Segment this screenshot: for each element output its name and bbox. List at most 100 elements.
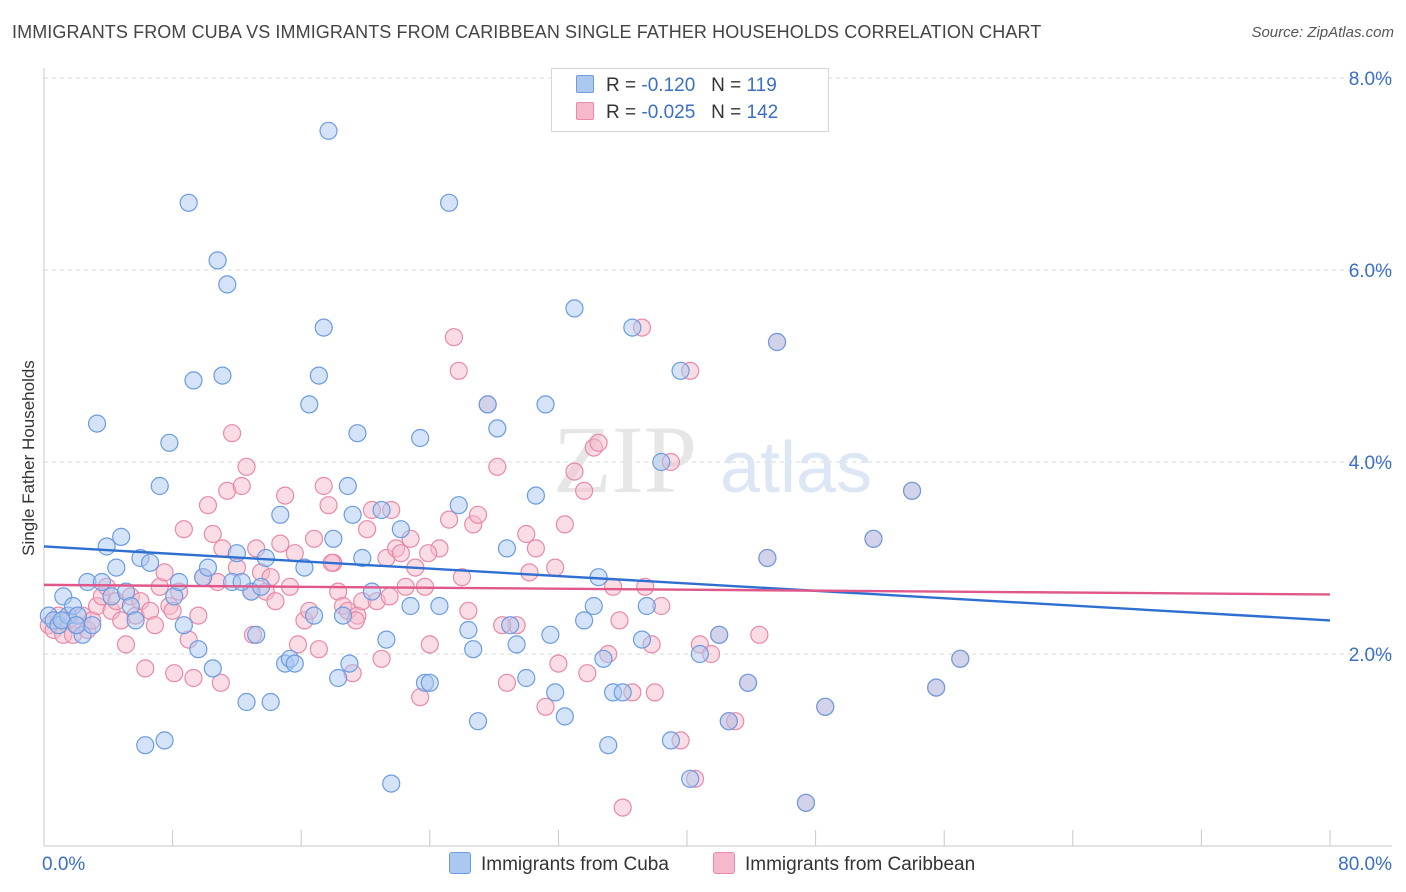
data-point: [87, 414, 107, 433]
data-point: [459, 620, 478, 640]
data-point: [218, 275, 237, 294]
data-point: [391, 520, 410, 539]
data-point: [565, 299, 584, 318]
data-point: [136, 736, 155, 755]
data-point: [203, 524, 222, 544]
data-point: [661, 731, 681, 750]
data-point: [261, 692, 280, 712]
data-point: [468, 712, 488, 731]
data-point: [464, 640, 483, 659]
data-point: [690, 644, 709, 664]
data-point: [951, 649, 970, 668]
data-point: [140, 553, 160, 572]
data-point: [324, 529, 343, 548]
data-point: [304, 529, 324, 548]
tick-labels: 2.0% 4.0% 6.0% 8.0% 0.0% 80.0%: [42, 69, 1392, 875]
data-point: [348, 424, 367, 443]
data-point: [382, 774, 401, 793]
bottom-legend-caribbean: Immigrants from Caribbean: [713, 852, 975, 876]
cuba-points: [39, 121, 970, 812]
data-point: [136, 659, 155, 678]
n-value-caribbean: 142: [746, 102, 779, 123]
data-point: [719, 712, 738, 731]
data-point: [589, 433, 608, 452]
data-point: [309, 366, 328, 385]
data-point: [565, 462, 584, 481]
data-point: [288, 635, 308, 654]
grid-lines: [44, 77, 1392, 655]
data-point: [501, 616, 520, 635]
data-point: [526, 486, 545, 505]
data-point: [314, 476, 333, 496]
bottom-legend-cuba: Immigrants from Cuba: [449, 852, 669, 876]
data-point: [536, 697, 555, 716]
y-tick-label: 8.0%: [1349, 69, 1392, 90]
watermark-atlas: atlas: [720, 428, 872, 508]
bottom-caribbean-swatch: [713, 852, 735, 874]
data-point: [319, 496, 338, 515]
data-point: [380, 587, 399, 606]
data-point: [165, 664, 184, 683]
data-point: [338, 476, 357, 496]
n-label-caribbean: N =: [711, 102, 742, 123]
data-point: [636, 577, 655, 596]
data-point: [179, 193, 198, 212]
chart-title: IMMIGRANTS FROM CUBA VS IMMIGRANTS FROM …: [12, 22, 1042, 42]
legend-row-caribbean: R = -0.025 N = 142: [576, 102, 778, 126]
y-tick-label: 6.0%: [1349, 261, 1392, 282]
data-point: [796, 793, 816, 812]
data-point: [526, 539, 545, 558]
data-point: [517, 668, 536, 688]
data-point: [578, 664, 597, 683]
data-point: [555, 707, 574, 726]
caribbean-points: [39, 318, 970, 817]
data-point: [575, 611, 594, 630]
bottom-caribbean-label: Immigrants from Caribbean: [745, 854, 976, 875]
data-point: [488, 419, 507, 438]
data-point: [546, 558, 565, 577]
data-point: [420, 673, 439, 692]
data-point: [232, 572, 251, 592]
x-tick-label: 0.0%: [42, 854, 85, 875]
data-point: [610, 611, 629, 630]
data-point: [198, 496, 218, 515]
data-point: [864, 529, 883, 548]
data-point: [97, 537, 116, 556]
data-point: [189, 606, 208, 625]
data-point: [541, 625, 560, 644]
bottom-cuba-label: Immigrants from Cuba: [481, 854, 669, 875]
data-point: [497, 673, 517, 692]
caribbean-swatch: [576, 102, 594, 120]
data-point: [377, 630, 396, 649]
y-tick-label: 2.0%: [1349, 645, 1392, 666]
data-point: [372, 500, 391, 520]
data-point: [174, 616, 193, 635]
data-point: [304, 606, 324, 625]
data-point: [517, 524, 536, 544]
data-point: [546, 683, 565, 702]
data-point: [632, 630, 652, 649]
data-point: [107, 558, 126, 577]
data-point: [507, 635, 526, 654]
stats-legend: R = -0.120 N = 119 R = -0.025 N = 142: [551, 68, 829, 132]
data-point: [671, 361, 690, 380]
data-point: [362, 582, 382, 601]
data-point: [767, 332, 787, 352]
data-point: [222, 424, 242, 443]
axes: [43, 68, 1392, 847]
data-point: [391, 544, 410, 563]
data-point: [468, 505, 488, 524]
data-point: [271, 505, 290, 524]
data-point: [637, 596, 656, 616]
data-point: [112, 527, 131, 546]
source-label: Source: ZipAtlas.com: [1251, 24, 1394, 41]
data-point: [343, 505, 362, 524]
legend-row-cuba: R = -0.120 N = 119: [576, 75, 777, 99]
data-point: [309, 640, 328, 659]
data-point: [329, 668, 348, 688]
data-point: [83, 616, 102, 635]
data-point: [213, 366, 232, 385]
data-point: [816, 697, 835, 716]
data-point: [902, 481, 922, 500]
